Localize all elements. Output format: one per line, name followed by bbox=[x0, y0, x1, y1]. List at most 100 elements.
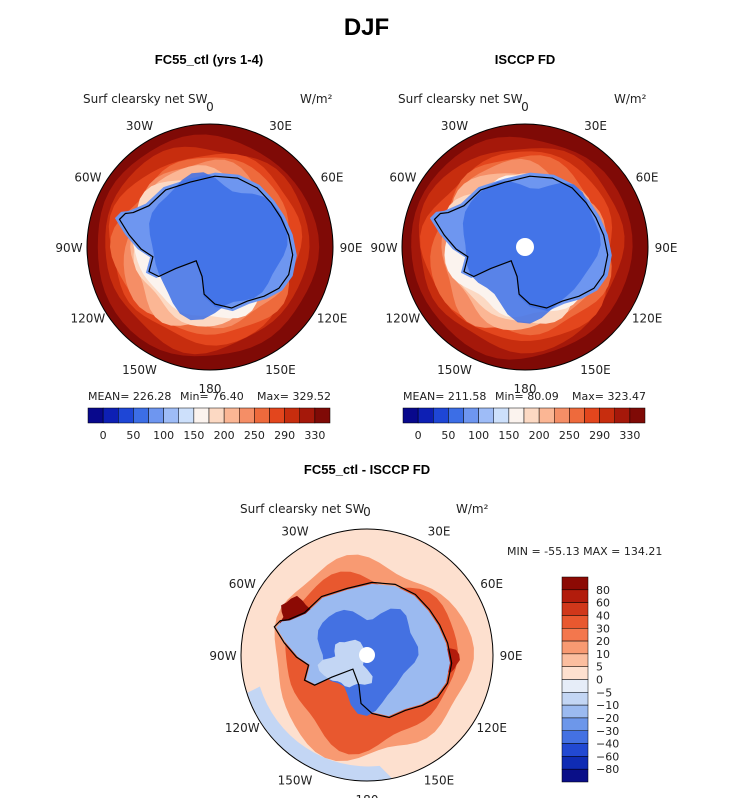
lon-label: 120W bbox=[225, 721, 260, 735]
colorbar-tick-label: 200 bbox=[529, 429, 550, 442]
lon-label: 30W bbox=[281, 524, 308, 538]
lon-label: 60E bbox=[636, 171, 659, 185]
lon-label: 120E bbox=[476, 721, 507, 735]
colorbar-swatch bbox=[417, 407, 434, 424]
panel1-variable: Surf clearsky net SW bbox=[83, 92, 208, 106]
antarctica-coastline bbox=[118, 175, 294, 309]
lon-label: 60E bbox=[480, 577, 503, 591]
colorbar-swatch bbox=[314, 407, 331, 424]
lon-label: 60E bbox=[321, 171, 344, 185]
lon-label: 0 bbox=[363, 505, 371, 519]
lon-label: 120W bbox=[386, 312, 421, 326]
colorbar-tick-label: 100 bbox=[153, 429, 174, 442]
colorbar-swatch bbox=[614, 407, 631, 424]
lon-label: 150W bbox=[278, 774, 313, 788]
antarctica-coastline bbox=[273, 581, 453, 719]
panel2-max: Max= 323.47 bbox=[572, 390, 646, 403]
colorbar-swatch bbox=[569, 407, 585, 424]
colorbar-tick-label: 150 bbox=[183, 429, 204, 442]
colorbar-swatch bbox=[561, 576, 589, 591]
colorbar-swatch bbox=[554, 407, 570, 424]
lon-label: 90E bbox=[340, 241, 363, 255]
lon-label: 30E bbox=[584, 119, 607, 133]
colorbar-swatch bbox=[299, 407, 316, 424]
lon-label: 30E bbox=[428, 524, 451, 538]
colorbar-tick-label: 80 bbox=[596, 584, 610, 597]
colorbar-tick-label: 10 bbox=[596, 648, 610, 661]
lon-label: 60W bbox=[229, 577, 256, 591]
panel2-units: W/m² bbox=[614, 92, 647, 106]
lon-label: 180 bbox=[356, 793, 379, 798]
map-boundary bbox=[401, 123, 649, 371]
colorbar-swatch bbox=[561, 679, 589, 693]
missing-data-pole bbox=[516, 238, 534, 256]
colorbar-swatch bbox=[448, 407, 464, 424]
colorbar-swatch bbox=[102, 407, 119, 424]
colorbar-tick-label: 290 bbox=[274, 429, 295, 442]
colorbar-tick-label: 50 bbox=[441, 429, 455, 442]
colorbar-tick-label: −80 bbox=[596, 763, 619, 776]
lon-label: 120W bbox=[71, 312, 106, 326]
map-boundary bbox=[86, 123, 334, 371]
lon-label: 120E bbox=[632, 312, 663, 326]
colorbar-tick-label: 0 bbox=[100, 429, 107, 442]
lon-label: 0 bbox=[206, 100, 214, 114]
colorbar-tick-label: −20 bbox=[596, 712, 619, 725]
panel1-min: Min= 76.40 bbox=[180, 390, 244, 403]
lon-label: 30W bbox=[126, 119, 153, 133]
panel1-title: FC55_ctl (yrs 1-4) bbox=[154, 52, 264, 67]
colorbar-tick-label: 0 bbox=[596, 674, 603, 687]
colorbar-tick-label: 250 bbox=[559, 429, 580, 442]
panel3-minmax: MIN = -55.13 MAX = 134.21 bbox=[507, 545, 663, 558]
colorbar-swatch bbox=[561, 743, 589, 757]
colorbar-swatch bbox=[284, 407, 300, 424]
lon-label: 150E bbox=[580, 363, 611, 377]
lon-label: 60W bbox=[389, 171, 416, 185]
lon-label: 150W bbox=[122, 363, 157, 377]
panel3-title: FC55_ctl - ISCCP FD bbox=[303, 462, 431, 477]
colorbar-swatch bbox=[561, 653, 589, 667]
colorbar-swatch bbox=[402, 407, 419, 424]
colorbar-swatch bbox=[269, 407, 285, 424]
panel1-units: W/m² bbox=[300, 92, 333, 106]
colorbar-swatch bbox=[148, 407, 164, 424]
panel2-variable: Surf clearsky net SW bbox=[398, 92, 523, 106]
colorbar-tick-label: −40 bbox=[596, 738, 619, 751]
colorbar-swatch bbox=[629, 407, 646, 424]
page-title: DJF bbox=[343, 14, 390, 41]
colorbar-swatch bbox=[523, 407, 540, 424]
colorbar-swatch bbox=[561, 730, 589, 744]
field-contour bbox=[247, 686, 393, 781]
colorbar-tick-label: −10 bbox=[596, 699, 619, 712]
panel2-mean: MEAN= 211.58 bbox=[403, 390, 487, 403]
colorbar-tick-label: 20 bbox=[596, 635, 610, 648]
colorbar-swatch bbox=[561, 704, 589, 719]
panel1-mean: MEAN= 226.28 bbox=[88, 390, 172, 403]
colorbar-swatch bbox=[178, 407, 195, 424]
colorbar-swatch bbox=[223, 407, 240, 424]
field-contour bbox=[317, 639, 373, 688]
colorbar-swatch bbox=[561, 756, 589, 770]
colorbar-swatch bbox=[561, 615, 589, 629]
panel1-max: Max= 329.52 bbox=[257, 390, 331, 403]
colorbar-swatch bbox=[561, 602, 589, 616]
colorbar-swatch bbox=[87, 407, 104, 424]
colorbar-swatch bbox=[561, 589, 589, 603]
colorbar-tick-label: 50 bbox=[126, 429, 140, 442]
colorbar-swatch bbox=[561, 768, 589, 783]
lon-label: 60W bbox=[74, 171, 101, 185]
colorbar-swatch bbox=[561, 628, 589, 642]
colorbar-tick-label: 250 bbox=[244, 429, 265, 442]
field-contour bbox=[149, 172, 288, 321]
colorbar-tick-label: 60 bbox=[596, 597, 610, 610]
missing-data-pole bbox=[359, 647, 375, 663]
colorbar-swatch bbox=[478, 407, 494, 424]
colorbar-tick-label: 5 bbox=[596, 661, 603, 674]
colorbar-tick-label: 150 bbox=[498, 429, 519, 442]
map-panel-2 bbox=[401, 123, 649, 371]
colorbar-swatch bbox=[493, 407, 510, 424]
lon-label: 30W bbox=[441, 119, 468, 133]
colorbar-swatch bbox=[254, 407, 270, 424]
lon-label: 120E bbox=[317, 312, 348, 326]
